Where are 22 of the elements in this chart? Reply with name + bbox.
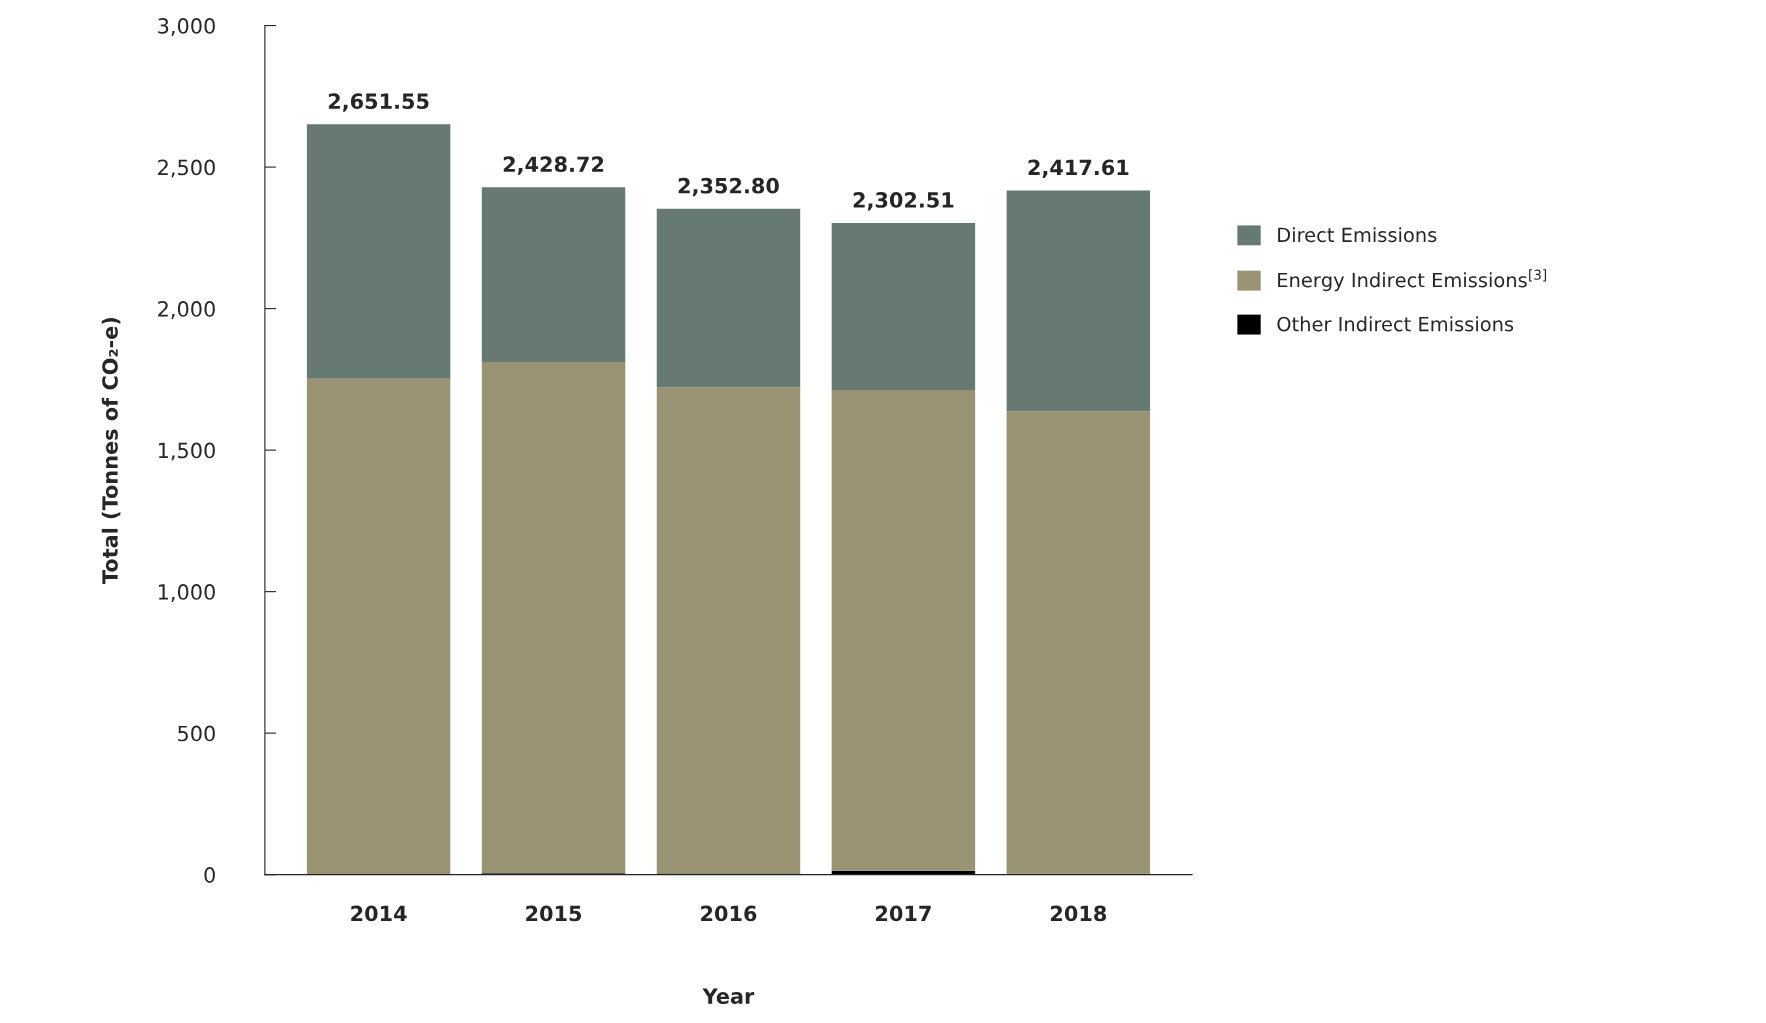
y-tick-label: 2,500	[158, 159, 215, 178]
legend-label: Energy Indirect Emissions$^{[3]}$	[1278, 269, 1547, 292]
x-tick-label: 2018	[1051, 905, 1107, 922]
y-tick-label: 1,500	[158, 442, 215, 461]
x-tick-label: 2014	[351, 905, 407, 922]
y-axis-title: Total (Tonnes of CO₂-e)	[101, 317, 121, 584]
y-tick-label: 3,000	[158, 18, 215, 36]
x-tick-label: 2015	[526, 905, 582, 922]
y-tick-label: 500	[178, 725, 215, 742]
legend-label: Direct Emissions	[1278, 227, 1437, 243]
total-label: 2,352.80	[678, 177, 779, 197]
x-tick-label: 2017	[876, 905, 931, 922]
total-label: 2,651.55	[328, 93, 429, 112]
legend-label: Other Indirect Emissions	[1277, 316, 1514, 332]
x-tick-label: 2016	[701, 905, 757, 922]
total-label: 2,302.51	[853, 192, 954, 211]
x-axis-title: Year	[702, 988, 755, 1005]
total-label: 2,417.61	[1028, 159, 1129, 178]
total-label: 2,428.72	[503, 156, 604, 175]
y-tick-label: 0	[204, 867, 215, 883]
y-tick-label: 2,000	[158, 301, 215, 319]
y-tick-label: 1,000	[158, 584, 215, 602]
